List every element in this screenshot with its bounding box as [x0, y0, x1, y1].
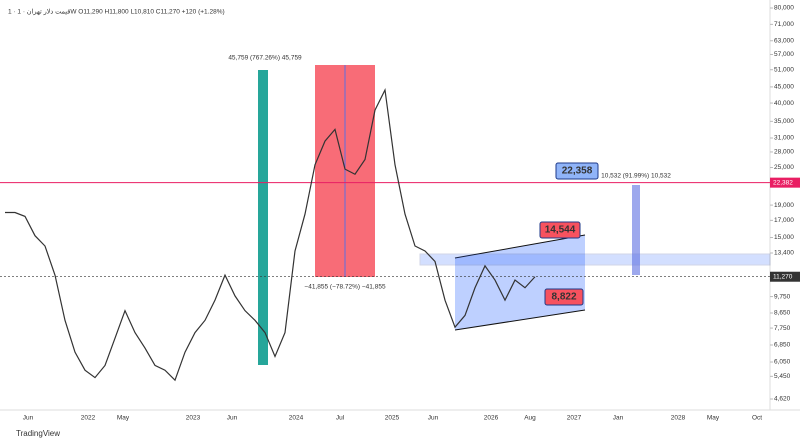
y-tick-label: 13,400	[774, 250, 794, 257]
x-tick-label: 2024	[289, 415, 304, 422]
y-tick-label: 6,050	[774, 359, 791, 366]
x-tick-label: Jun	[428, 415, 439, 422]
y-tick-label: 9,750	[774, 293, 791, 300]
callout-label: 14,544	[545, 225, 576, 236]
y-tick-label: 71,000	[774, 21, 794, 28]
callout-label: 22,358	[562, 166, 593, 177]
x-tick-label: Jun	[227, 415, 238, 422]
price-tag-label: 11,270	[773, 273, 793, 280]
y-tick-label: 17,000	[774, 217, 794, 224]
x-tick-label: Oct	[752, 415, 762, 422]
y-tick-label: 35,000	[774, 118, 794, 125]
y-tick-label: 57,000	[774, 51, 794, 58]
target-bar	[632, 185, 640, 275]
price-line-series	[5, 87, 536, 382]
price-tag	[770, 177, 800, 188]
y-tick-label: 25,000	[774, 164, 794, 171]
channel	[455, 235, 585, 330]
y-tick-label: 45,000	[774, 84, 794, 91]
callout	[555, 162, 599, 180]
price-tag	[770, 271, 800, 282]
x-tick-label: May	[707, 415, 720, 422]
x-tick-label: 2022	[81, 415, 96, 422]
y-tick-label: 4,620	[774, 396, 791, 403]
x-tick-label: Jan	[613, 415, 624, 422]
x-tick-label: Jul	[336, 415, 345, 422]
callout	[539, 221, 581, 239]
x-tick-label: 2026	[484, 415, 499, 422]
x-tick-label: Aug	[524, 415, 536, 422]
zone	[419, 253, 771, 266]
y-tick-label: 15,000	[774, 234, 794, 241]
x-tick-label: 2025	[385, 415, 400, 422]
callout	[544, 288, 584, 306]
y-tick-label: 6,850	[774, 342, 791, 349]
x-tick-label: 2027	[567, 415, 582, 422]
channel-line	[454, 234, 586, 259]
y-tick-label: 51,000	[774, 66, 794, 73]
annotation: −41,855 (−78.72%) −41,855	[304, 284, 386, 291]
annotation: 45,759 (767.26%) 45,759	[228, 55, 302, 62]
y-tick-label: 80,000	[774, 5, 794, 12]
x-tick-label: Jun	[23, 415, 34, 422]
x-tick-label: May	[117, 415, 130, 422]
y-tick-label: 5,450	[774, 373, 791, 380]
annotation: 10,532 (91.99%) 10,532	[601, 173, 671, 180]
header: 1 · قیمت دلار تهران · 1W O11,290 H11,800…	[8, 8, 225, 16]
x-tick-label: 2023	[186, 415, 201, 422]
y-tick-label: 40,000	[774, 100, 794, 107]
brand: TradingView	[16, 429, 60, 438]
y-tick-label: 31,000	[774, 135, 794, 142]
y-tick-label: 8,650	[774, 310, 791, 317]
channel-line	[454, 309, 586, 331]
y-tick-label: 19,000	[774, 202, 794, 209]
y-tick-label: 28,000	[774, 149, 794, 156]
range-rise	[258, 70, 268, 365]
price-tag-label: 22,382	[773, 179, 793, 186]
y-tick-label: 7,750	[774, 325, 791, 332]
y-tick-label: 63,000	[774, 37, 794, 44]
callout-label: 8,822	[551, 292, 576, 303]
x-tick-label: 2028	[671, 415, 686, 422]
